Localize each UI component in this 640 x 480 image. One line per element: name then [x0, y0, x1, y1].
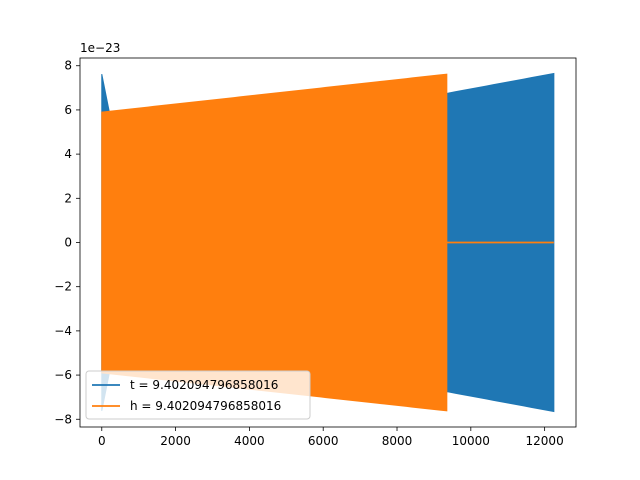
series-1-band [101, 73, 448, 412]
x-tick-label: 0 [98, 434, 106, 448]
y-tick-label: 0 [64, 236, 72, 250]
x-axis: 0 2000 4000 6000 8000 10000 12000 [98, 427, 564, 448]
y-tick-label: −2 [54, 280, 72, 294]
x-tick-label: 8000 [382, 434, 413, 448]
series-layer [101, 72, 555, 413]
y-tick-label: 2 [64, 191, 72, 205]
y-tick-label: −6 [54, 368, 72, 382]
x-tick-label: 6000 [308, 434, 339, 448]
x-tick-label: 2000 [160, 434, 191, 448]
legend-box [85, 370, 311, 420]
legend: t = 9.402094796858016 h = 9.402094796858… [85, 370, 311, 420]
x-tick-label: 12000 [526, 434, 564, 448]
y-offset-text: 1e−23 [80, 41, 120, 55]
x-tick-label: 4000 [234, 434, 265, 448]
y-tick-label: 8 [64, 59, 72, 73]
y-tick-label: 6 [64, 103, 72, 117]
x-tick-label: 10000 [452, 434, 490, 448]
y-tick-label: 4 [64, 147, 72, 161]
y-tick-label: −8 [54, 412, 72, 426]
legend-label-t: t = 9.402094796858016 [130, 378, 278, 392]
y-tick-label: −4 [54, 324, 72, 338]
y-axis: −8 −6 −4 −2 0 2 4 6 8 [54, 59, 80, 426]
legend-label-h: h = 9.402094796858016 [130, 399, 281, 413]
